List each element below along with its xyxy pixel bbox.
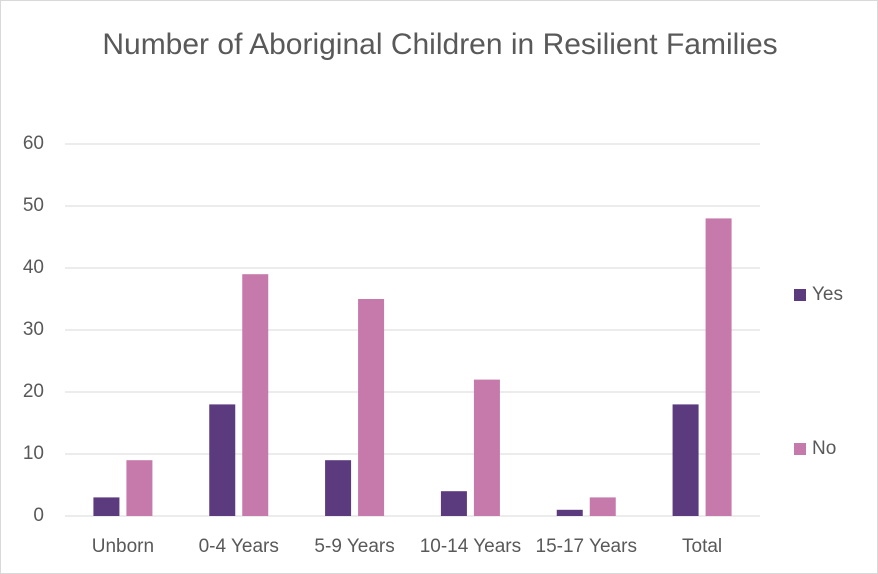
bar — [126, 460, 153, 516]
legend-swatch — [794, 289, 806, 301]
x-tick-label: 0-4 Years — [199, 536, 279, 557]
y-tick-label: 50 — [23, 195, 44, 216]
legend-label: Yes — [812, 284, 843, 305]
y-tick-label: 20 — [23, 381, 44, 402]
y-tick-label: 60 — [23, 133, 44, 154]
y-tick-label: 10 — [23, 443, 44, 464]
x-tick-label: 15-17 Years — [536, 536, 637, 557]
x-tick-label: Total — [682, 536, 722, 557]
bar — [358, 299, 385, 516]
bar — [473, 379, 500, 516]
y-tick-label: 0 — [33, 505, 44, 526]
x-tick-label: 10-14 Years — [420, 536, 521, 557]
y-tick-label: 40 — [23, 257, 44, 278]
x-tick-label: 5-9 Years — [314, 536, 394, 557]
bar — [209, 404, 236, 516]
bar — [705, 218, 732, 516]
x-tick-label: Unborn — [92, 536, 154, 557]
chart-title: Number of Aboriginal Children in Resilie… — [102, 28, 778, 61]
bar — [93, 497, 120, 516]
bar — [589, 497, 616, 516]
bar — [440, 491, 467, 516]
legend-label: No — [812, 438, 836, 459]
bar — [325, 460, 352, 516]
y-tick-label: 30 — [23, 319, 44, 340]
legend-swatch — [794, 443, 806, 455]
bar — [556, 509, 583, 516]
bar — [672, 404, 699, 516]
bar — [242, 274, 269, 516]
